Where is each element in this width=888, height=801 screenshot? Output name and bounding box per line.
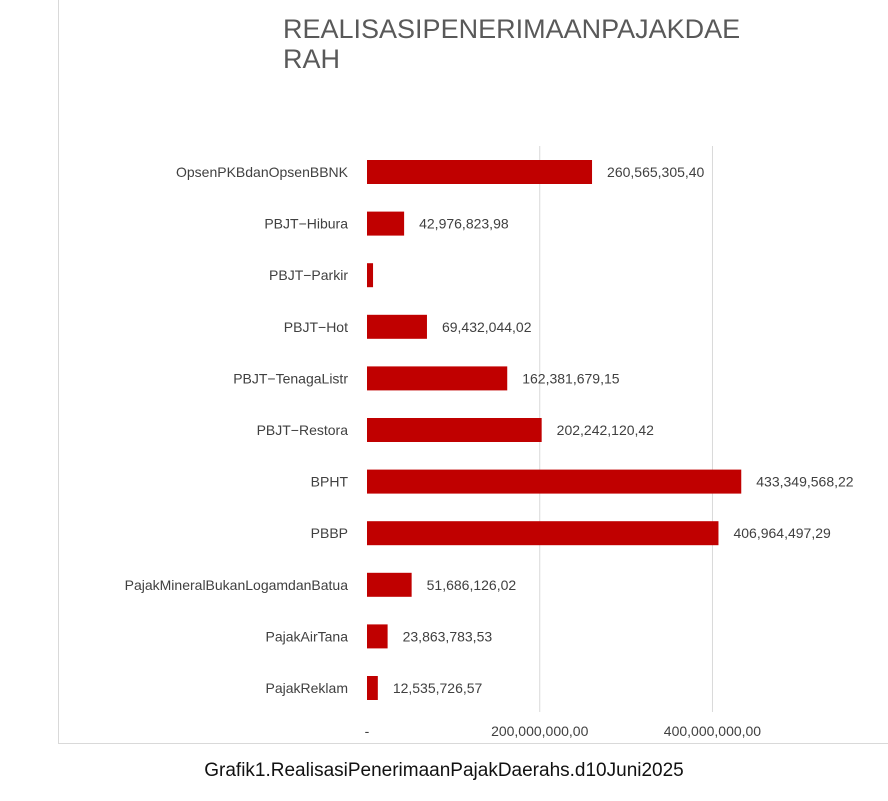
category-label: PBJT−Parkir	[269, 267, 348, 283]
category-label: PBJT−Hot	[284, 319, 348, 335]
data-label: 12,535,726,57	[393, 680, 483, 696]
chart-title-line-1: REALISASIPENERIMAANPAJAKDAE	[283, 14, 741, 44]
bar	[367, 418, 542, 442]
bar	[367, 263, 374, 288]
frame-bottom-border	[58, 743, 888, 744]
category-label: PajakReklam	[266, 680, 348, 696]
bar	[367, 676, 378, 700]
data-label: 51,686,126,02	[427, 577, 517, 593]
bar	[367, 160, 593, 184]
data-label: 162,381,679,15	[522, 370, 620, 386]
bar	[367, 314, 427, 339]
category-label: PBJT−TenagaListr	[233, 370, 348, 386]
category-label: PajakMineralBukanLogamdanBatua	[125, 577, 349, 593]
frame-left-border	[58, 0, 59, 744]
bar	[367, 366, 508, 391]
bar	[367, 624, 388, 649]
x-tick-label: 200,000,000,00	[491, 723, 589, 739]
x-tick-label: -	[365, 723, 370, 739]
data-label: 433,349,568,22	[756, 474, 854, 490]
bar-chart: - 200,000,000,00 400,000,000,00 OpsenPKBdan…	[125, 146, 854, 739]
category-label: PBJT−Restora	[257, 422, 349, 438]
bar	[367, 211, 405, 236]
data-label: 69,432,044,02	[442, 319, 532, 335]
bar	[367, 572, 412, 597]
chart-title-line-2: RAH	[283, 44, 341, 74]
data-label: 406,964,497,29	[733, 525, 831, 541]
figure-caption: Grafik1.RealisasiPenerimaanPajakDaerahs.…	[204, 760, 684, 781]
category-label: OpsenPKBdanOpsenBBNK	[176, 164, 349, 180]
category-label: BPHT	[311, 474, 349, 490]
category-label: PajakAirTana	[266, 628, 349, 644]
bar	[367, 469, 742, 494]
category-label: PBBP	[311, 525, 348, 541]
data-label: 23,863,783,53	[403, 628, 493, 644]
data-label: 42,976,823,98	[419, 216, 509, 232]
category-label: PBJT−Hibura	[264, 216, 348, 232]
data-label: 202,242,120,42	[557, 422, 655, 438]
data-label: 260,565,305,40	[607, 164, 705, 180]
bar	[367, 521, 719, 546]
x-tick-label: 400,000,000,00	[664, 723, 762, 739]
chart-title: REALISASIPENERIMAANPAJAKDAE RAH	[283, 14, 763, 74]
